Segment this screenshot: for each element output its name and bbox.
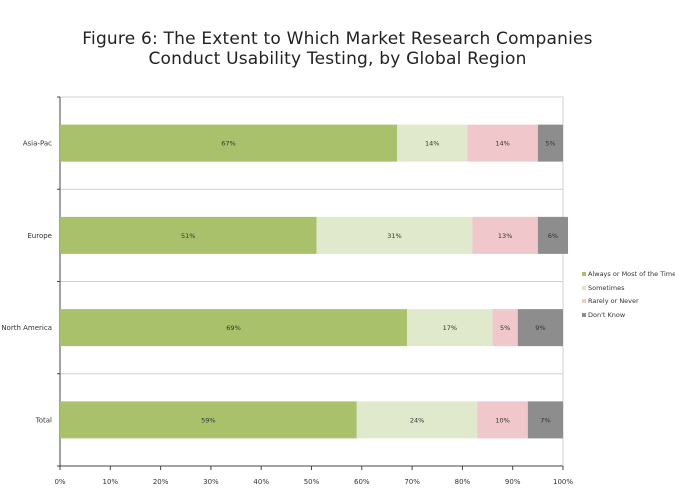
- bar-segment: [477, 401, 528, 439]
- legend-swatch: [582, 313, 586, 318]
- data-label: 14%: [495, 140, 509, 148]
- data-label: 51%: [181, 232, 195, 240]
- bar-segment: [467, 124, 538, 162]
- chart-legend: Always or Most of the Time Sometimes Rarel…: [582, 270, 675, 325]
- bar-segment: [316, 216, 473, 254]
- bar-segment: [492, 309, 518, 347]
- bar-segment: [356, 401, 478, 439]
- category-label: Total: [35, 416, 52, 424]
- category-label: Asia-Pac: [23, 140, 52, 148]
- x-tick-label: 0%: [54, 478, 65, 486]
- bar-segment: [537, 124, 563, 162]
- x-tick-label: 40%: [253, 478, 269, 486]
- legend-label: Always or Most of the Time: [588, 270, 675, 278]
- data-label: 6%: [548, 232, 558, 240]
- data-label: 13%: [498, 232, 512, 240]
- x-tick-label: 100%: [553, 478, 573, 486]
- chart-title-line1: Figure 6: The Extent to Which Market Res…: [82, 29, 593, 49]
- x-tick-label: 80%: [455, 478, 471, 486]
- legend-swatch: [582, 299, 586, 304]
- x-tick-label: 30%: [203, 478, 219, 486]
- bar-segment: [517, 309, 563, 347]
- bar-segment: [397, 124, 468, 162]
- x-tick-label: 20%: [153, 478, 169, 486]
- bar-segment: [60, 124, 398, 162]
- data-label: 5%: [545, 140, 555, 148]
- data-label: 24%: [410, 416, 424, 424]
- legend-swatch: [582, 285, 586, 290]
- data-label: 9%: [535, 324, 545, 332]
- legend-item: Don't Know: [582, 311, 675, 325]
- legend-label: Rarely or Never: [588, 297, 639, 306]
- legend-item: Rarely or Never: [582, 297, 675, 311]
- data-label: 10%: [495, 416, 509, 424]
- legend-item: Always or Most of the Time: [582, 270, 675, 284]
- bar-segment: [527, 401, 563, 439]
- data-label: 14%: [425, 140, 439, 148]
- chart-title-line2: Conduct Usability Testing, by Global Reg…: [148, 49, 527, 69]
- data-label: 7%: [540, 416, 550, 424]
- data-label: 69%: [226, 324, 240, 332]
- bar-segment: [60, 401, 357, 439]
- bar-segment: [407, 309, 493, 347]
- legend-item: Sometimes: [582, 284, 675, 298]
- category-label: North America: [1, 324, 52, 332]
- data-label: 31%: [387, 232, 401, 240]
- legend-swatch: [582, 272, 586, 276]
- x-tick-label: 50%: [304, 478, 320, 486]
- legend-label: Don't Know: [588, 311, 626, 320]
- data-label: 17%: [443, 324, 457, 332]
- x-tick-label: 70%: [404, 478, 420, 486]
- x-tick-label: 10%: [103, 478, 119, 486]
- x-tick-label: 90%: [505, 478, 521, 486]
- bar-segment: [537, 216, 569, 254]
- x-tick-label: 60%: [354, 478, 370, 486]
- bar-segment: [472, 216, 538, 254]
- data-label: 67%: [221, 140, 235, 148]
- data-label: 5%: [500, 324, 510, 332]
- legend-label: Sometimes: [588, 283, 625, 292]
- bar-segment: [60, 216, 317, 254]
- bar-segment: [60, 309, 408, 347]
- category-label: Europe: [27, 232, 52, 240]
- data-label: 59%: [201, 416, 215, 424]
